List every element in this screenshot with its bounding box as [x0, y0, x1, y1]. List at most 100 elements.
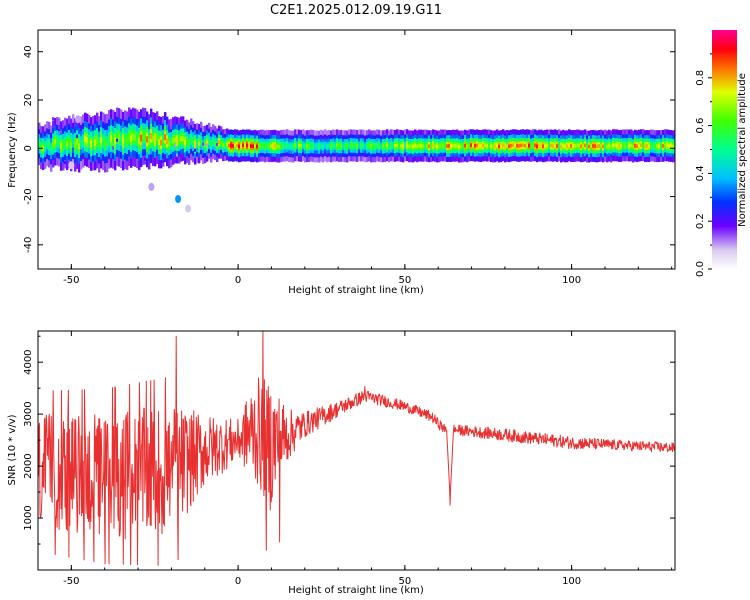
- spectrogram-cell: [360, 143, 363, 148]
- spectrogram-cell: [550, 143, 553, 148]
- spectrogram-cell: [578, 143, 581, 148]
- spectrogram-cell: [614, 143, 617, 148]
- spectrogram-cell: [348, 143, 351, 148]
- spectrogram-cell: [138, 137, 141, 145]
- spectrogram-cell: [152, 136, 155, 143]
- spectrogram-cell: [460, 144, 463, 149]
- spectrogram-cell: [122, 137, 125, 145]
- spectrogram-cell: [638, 143, 641, 148]
- spectrogram-xtick-label: 100: [562, 275, 581, 286]
- spectrogram-cell: [362, 143, 365, 148]
- spectrogram-cell: [558, 143, 561, 148]
- spectrogram-cell: [88, 138, 91, 145]
- spectrogram-cell: [242, 143, 245, 148]
- spectrogram-spot: [75, 115, 82, 124]
- spectrogram-panel: -50 0 50 100 -40 -20 0 20 40 Height of straight …: [7, 29, 676, 296]
- spectrogram-cell: [354, 143, 357, 148]
- spectrogram-cell: [384, 144, 387, 148]
- spectrogram-cell: [504, 144, 507, 149]
- spectrogram-cell: [156, 134, 159, 141]
- spectrogram-cell: [400, 144, 403, 148]
- spectrogram-cell: [660, 144, 663, 148]
- spectrogram-cell: [390, 143, 393, 148]
- spectrogram-cell: [248, 143, 251, 148]
- spectrogram-cell: [538, 143, 541, 148]
- spectrogram-cell: [668, 143, 671, 148]
- spectrogram-cell: [318, 144, 321, 149]
- spectrogram-spot: [68, 161, 75, 170]
- snr-plot-area: [38, 331, 675, 570]
- spectrogram-cell: [366, 144, 369, 148]
- spectrogram-cell: [438, 144, 441, 149]
- spectrogram-cell: [270, 144, 273, 148]
- spectrogram-cell: [584, 143, 587, 148]
- spectrogram-frame: [37, 29, 676, 270]
- spectrogram-cell: [552, 144, 555, 148]
- spectrogram-cell: [298, 143, 301, 148]
- spectrogram-cell: [232, 144, 235, 148]
- spectrogram-cell: [144, 157, 146, 161]
- colorbar-ticks: 0.0 0.2 0.4 0.6 0.8: [695, 53, 712, 277]
- spectrogram-cell: [52, 117, 54, 121]
- spectrogram-cell: [96, 137, 99, 144]
- spectrogram-spot: [175, 194, 182, 203]
- spectrogram-cell: [266, 143, 269, 148]
- spectrogram-cell: [264, 144, 267, 149]
- spectrogram-cell: [112, 146, 114, 150]
- spectrogram-cell: [76, 139, 79, 146]
- spectrogram-cell: [290, 144, 293, 149]
- spectrogram-cell: [632, 144, 635, 149]
- spectrogram-xtick-label: 50: [398, 275, 411, 286]
- spectrogram-cell: [48, 142, 51, 148]
- spectrogram-cell: [158, 139, 161, 146]
- spectrogram-cell: [628, 143, 631, 148]
- spectrogram-cell: [594, 144, 597, 148]
- spectrogram-cell: [98, 141, 101, 148]
- spectrogram-cell: [592, 144, 595, 148]
- spectrogram-cell: [556, 144, 559, 148]
- spectrogram-cell: [336, 143, 339, 148]
- spectrogram-cell: [104, 140, 107, 147]
- spectrogram-ytick-label: -40: [23, 237, 34, 253]
- spectrogram-cell: [582, 144, 585, 148]
- spectrogram-cell: [576, 143, 579, 148]
- colorbar: 0.0 0.2 0.4 0.6 0.8 Normalized spectral ampl…: [695, 30, 748, 277]
- spectrogram-cell: [108, 136, 111, 143]
- spectrogram-cell: [300, 144, 303, 148]
- spectrogram-cell: [334, 144, 337, 148]
- spectrogram-cell: [144, 133, 147, 140]
- spectrogram-cell: [564, 144, 567, 149]
- spectrogram-cell: [78, 142, 81, 149]
- spectrogram-cell: [296, 143, 299, 148]
- spectrogram-cell: [302, 143, 305, 148]
- spectrogram-cell: [468, 143, 471, 148]
- spectrogram-cell: [672, 144, 675, 149]
- spectrogram-cell: [260, 143, 263, 148]
- spectrogram-cell: [654, 144, 657, 148]
- spectrogram-cell: [394, 144, 397, 148]
- spectrogram-cell: [258, 144, 261, 148]
- spectrogram-cell: [162, 138, 165, 145]
- spectrogram-cell: [544, 144, 547, 148]
- spectrogram-cell: [322, 144, 325, 149]
- spectrogram-cell: [446, 144, 449, 148]
- spectrogram-cell: [110, 135, 113, 142]
- spectrogram-cell: [534, 143, 537, 148]
- spectrogram-cell: [586, 144, 589, 149]
- spectrogram-cell: [358, 143, 361, 148]
- spectrogram-cell: [118, 134, 121, 141]
- spectrogram-cell: [606, 144, 609, 149]
- spectrogram-cell: [350, 143, 353, 148]
- spectrogram-spot: [148, 182, 155, 191]
- spectrogram-cell: [456, 143, 459, 148]
- spectrogram-cell: [198, 141, 201, 146]
- spectrogram-cell: [320, 143, 323, 148]
- spectrogram-cell: [630, 143, 633, 148]
- spectrogram-cell: [510, 143, 513, 148]
- spectrogram-cell: [204, 142, 207, 147]
- spectrogram-cell: [68, 138, 71, 145]
- spectrogram-cell: [466, 144, 469, 149]
- spectrogram-cell: [148, 138, 151, 145]
- spectrogram-ylabel: Frequency (Hz): [7, 112, 18, 188]
